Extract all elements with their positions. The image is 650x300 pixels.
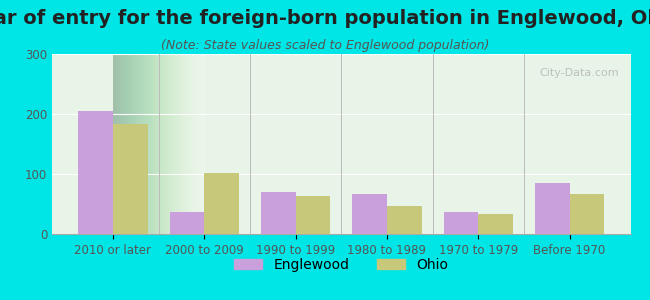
Bar [204, 173, 239, 234]
Text: City-Data.com: City-Data.com [540, 68, 619, 78]
Text: (Note: State values scaled to Englewood population): (Note: State values scaled to Englewood … [161, 39, 489, 52]
Bar [387, 206, 422, 234]
Bar [535, 183, 569, 234]
Bar [443, 212, 478, 234]
Bar [113, 124, 148, 234]
Bar [352, 194, 387, 234]
Bar [569, 194, 604, 234]
Legend: Englewood, Ohio: Englewood, Ohio [229, 252, 454, 278]
Bar [478, 214, 513, 234]
Text: Year of entry for the foreign-born population in Englewood, Ohio: Year of entry for the foreign-born popul… [0, 9, 650, 28]
Bar [78, 111, 113, 234]
Bar [296, 196, 330, 234]
Bar [170, 212, 204, 234]
Bar [261, 192, 296, 234]
